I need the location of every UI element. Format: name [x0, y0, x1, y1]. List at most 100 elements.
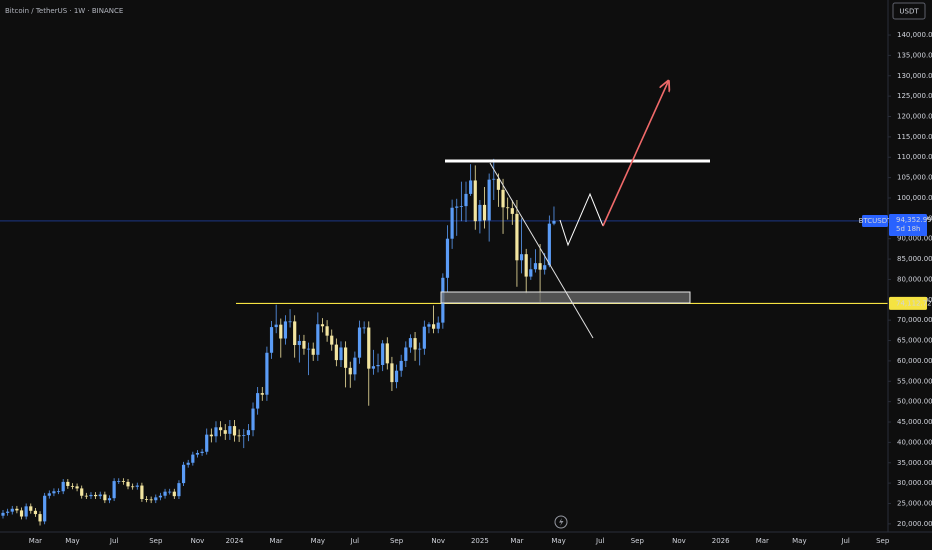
- x-tick-label: Jul: [840, 537, 850, 545]
- candle-body: [283, 321, 288, 339]
- chart-title: Bitcoin / TetherUS · 1W · BINANCE: [5, 7, 123, 15]
- price-label: 94,352.99: [896, 216, 932, 224]
- x-tick-label: Mar: [510, 537, 523, 545]
- candle-body: [302, 340, 306, 349]
- x-tick-label: 2024: [226, 537, 244, 545]
- candle-body: [385, 343, 389, 364]
- x-tick-label: Nov: [191, 537, 205, 545]
- icon-circle: [554, 515, 568, 529]
- candle-body: [408, 338, 413, 348]
- y-tick-label: 85,000.00: [897, 255, 932, 263]
- y-tick-label: 120,000.00: [897, 113, 932, 121]
- candle-body: [399, 360, 403, 371]
- price-box: [889, 213, 927, 236]
- y-tick-label: 100,000.00: [897, 194, 932, 202]
- replay-icon[interactable]: [554, 515, 568, 529]
- x-tick-label: Sep: [876, 537, 890, 545]
- candle-body: [353, 357, 357, 375]
- candle-body: [325, 326, 329, 336]
- candle-body: [84, 495, 88, 497]
- candle-body: [200, 451, 204, 453]
- x-tick-label: Nov: [431, 537, 445, 545]
- y-tick-label: 140,000.00: [897, 31, 932, 39]
- candle-body: [464, 193, 468, 207]
- candle-body: [61, 481, 65, 492]
- candle-body: [269, 327, 274, 353]
- x-tick-label: Jul: [109, 537, 119, 545]
- y-tick-label: 110,000.00: [897, 153, 932, 161]
- candle-body: [339, 347, 343, 361]
- candle-body: [357, 327, 362, 358]
- icon-bolt: [559, 518, 564, 526]
- y-tick-label: 40,000.00: [897, 438, 932, 446]
- candle-body: [205, 434, 209, 452]
- candle-body: [288, 321, 292, 323]
- candle-body: [469, 180, 473, 194]
- candle-body: [75, 486, 79, 489]
- candle-body: [506, 207, 510, 209]
- candle-body: [371, 366, 375, 369]
- y-tick-label: 35,000.00: [897, 459, 932, 467]
- candle-body: [450, 207, 454, 239]
- candle-body: [121, 481, 125, 482]
- candle-body: [348, 367, 352, 375]
- candle-body: [172, 491, 176, 497]
- candle-body: [381, 343, 385, 365]
- countdown-label: 5d 18h: [896, 225, 920, 233]
- currency-box[interactable]: [892, 2, 926, 20]
- candle-body: [413, 338, 417, 350]
- candle-body: [112, 481, 116, 499]
- candle-body: [144, 499, 149, 500]
- candle-body: [306, 348, 311, 350]
- candle-body: [56, 491, 61, 493]
- candle-body: [482, 204, 487, 221]
- candle-body: [163, 491, 167, 496]
- y-tick-label: 90,000.00: [897, 235, 932, 243]
- candle-body: [98, 494, 102, 497]
- candle-body: [427, 324, 431, 327]
- candle-body: [455, 206, 459, 208]
- y-tick-label: 115,000.00: [897, 133, 932, 141]
- candle-body: [510, 208, 514, 214]
- symbol-label: BTCUSDT: [859, 217, 893, 225]
- candle-body: [515, 213, 519, 261]
- candle-body: [394, 370, 399, 383]
- candle-body: [66, 481, 70, 486]
- candle-body: [33, 510, 38, 515]
- candle-body: [43, 495, 47, 522]
- x-tick-label: 2025: [471, 537, 489, 545]
- projection-arrow: [602, 82, 668, 227]
- x-tick-label: Sep: [149, 537, 163, 545]
- candle-body: [538, 263, 542, 270]
- x-tick-label: May: [792, 537, 806, 545]
- candle-body: [1, 512, 5, 516]
- candle-body: [94, 494, 98, 497]
- candle-body: [228, 426, 232, 434]
- y-tick-label: 80,000.00: [897, 275, 932, 283]
- candle-body: [131, 486, 135, 488]
- candle-body: [6, 511, 10, 513]
- candle-body: [24, 506, 28, 517]
- candle-body: [404, 347, 408, 361]
- candle-body: [422, 326, 426, 349]
- candle-body: [223, 430, 227, 434]
- candle-body: [293, 321, 297, 346]
- trend-line: [489, 162, 594, 339]
- x-tick-label: Mar: [270, 537, 283, 545]
- plot: [0, 158, 888, 526]
- candle-body: [186, 462, 190, 465]
- candle-body: [367, 327, 371, 369]
- candle-body: [362, 327, 366, 329]
- candle-body: [158, 495, 163, 498]
- candle-body: [103, 494, 107, 501]
- candle-body: [376, 364, 380, 367]
- candle-body: [135, 485, 139, 487]
- candle-body: [529, 269, 533, 277]
- candle-body: [117, 481, 121, 482]
- candle-body: [126, 481, 130, 487]
- candle-body: [191, 454, 195, 463]
- candle-body: [344, 347, 348, 368]
- support-label: 74,112.72: [896, 299, 932, 307]
